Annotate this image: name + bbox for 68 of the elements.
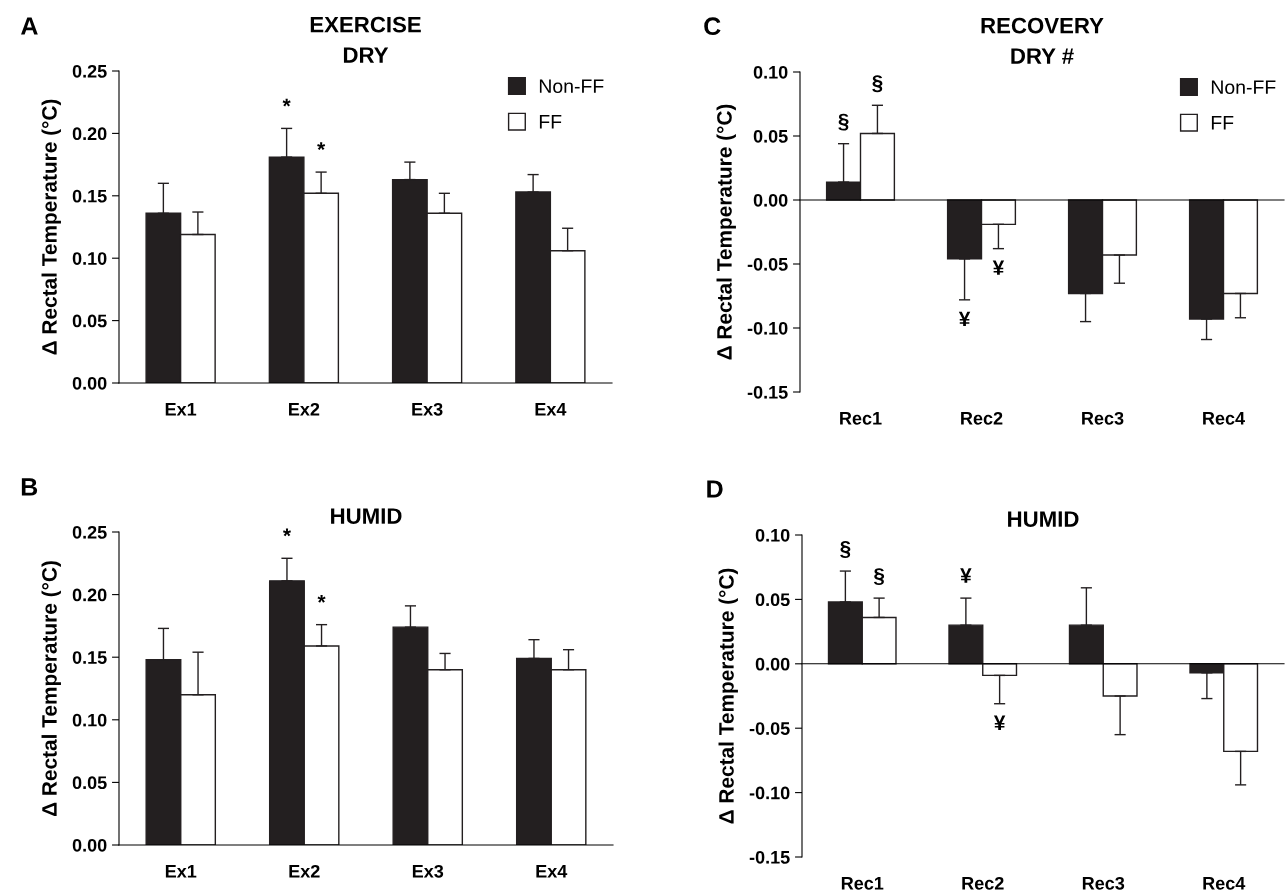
legend-label: FF (539, 115, 562, 129)
x-tick-label: Ex4 (535, 403, 567, 416)
y-tick-label: 0.00 (72, 376, 107, 390)
data-label: § (873, 568, 885, 586)
y-tick-label: 0.20 (72, 127, 107, 141)
y-tick-label: -0.05 (747, 257, 788, 271)
data-label: ¥ (993, 715, 1006, 730)
x-tick-label: Ex1 (165, 865, 197, 878)
y-axis-title: Δ Rectal Temperature (°C) (41, 99, 61, 355)
y-tick-label: 0.05 (755, 593, 790, 607)
x-tick-label: Rec1 (841, 877, 884, 890)
legend-label: Non-FF (1211, 80, 1276, 95)
x-tick-label: Ex3 (412, 864, 444, 878)
x-tick-label: Ex2 (289, 864, 320, 878)
x-tick-label: Ex2 (289, 402, 320, 416)
y-axis-title: Δ Rectal Temperature (°C) (41, 561, 61, 817)
text: A (21, 17, 38, 35)
y-tick-label: 0.20 (72, 588, 107, 602)
x-tick-label: Rec4 (1203, 877, 1246, 890)
y-tick-label: 0.10 (755, 528, 790, 542)
y-tick-label: 0.05 (753, 129, 788, 143)
y-tick-label: -0.10 (747, 321, 788, 335)
data-label: * (282, 98, 291, 107)
y-tick-label: -0.15 (747, 385, 788, 399)
y-tick-label: 0.25 (72, 525, 107, 539)
y-tick-label: 0.10 (72, 713, 107, 727)
x-tick-label: Ex3 (412, 402, 443, 416)
y-axis-title: Δ Rectal Temperature (°C) (716, 104, 736, 360)
y-tick-label: -0.05 (749, 722, 790, 735)
legend-label: Non-FF (539, 79, 604, 94)
chart-title: RECOVERY DRY # (981, 17, 1104, 64)
y-tick-label: 0.15 (72, 651, 107, 664)
text: D (707, 480, 723, 498)
y-tick-label: 0.10 (72, 252, 107, 265)
data-label: ¥ (960, 568, 972, 583)
data-label: * (282, 528, 291, 537)
x-tick-label: Rec1 (840, 412, 882, 425)
y-tick-label: 0.00 (755, 657, 790, 671)
x-tick-label: Rec4 (1203, 412, 1245, 425)
chart-title: HUMID (1008, 511, 1079, 527)
x-tick-label: Rec3 (1082, 411, 1124, 425)
text: C (704, 17, 721, 36)
y-tick-label: 0.05 (72, 314, 107, 328)
y-tick-label: -0.15 (749, 850, 790, 864)
data-label: § (840, 541, 851, 558)
data-label: § (872, 75, 883, 93)
data-label: § (838, 113, 849, 131)
y-tick-label: -0.10 (749, 786, 790, 800)
text: B (21, 478, 38, 496)
y-tick-label: 0.15 (72, 189, 107, 203)
y-tick-label: 0.10 (753, 65, 788, 79)
legend-label: FF (1211, 116, 1234, 130)
chart-title: EXERCISE DRY (310, 16, 421, 63)
data-label: ¥ (958, 311, 971, 327)
x-tick-label: Rec2 (961, 411, 1003, 425)
y-tick-label: 0.00 (72, 838, 107, 852)
x-tick-label: Rec3 (1082, 876, 1125, 890)
chart-title: HUMID (331, 508, 402, 524)
x-tick-label: Ex4 (536, 865, 568, 878)
y-tick-label: 0.05 (72, 776, 107, 790)
data-label: ¥ (992, 260, 1005, 275)
x-tick-label: Ex1 (165, 403, 197, 416)
y-axis-title: Δ Rectal Temperature (°C) (718, 568, 738, 824)
data-label: * (317, 142, 326, 151)
data-label: * (317, 594, 326, 603)
y-tick-label: 0.25 (72, 64, 107, 78)
y-tick-label: 0.00 (753, 193, 788, 207)
x-tick-label: Rec2 (962, 876, 1004, 890)
